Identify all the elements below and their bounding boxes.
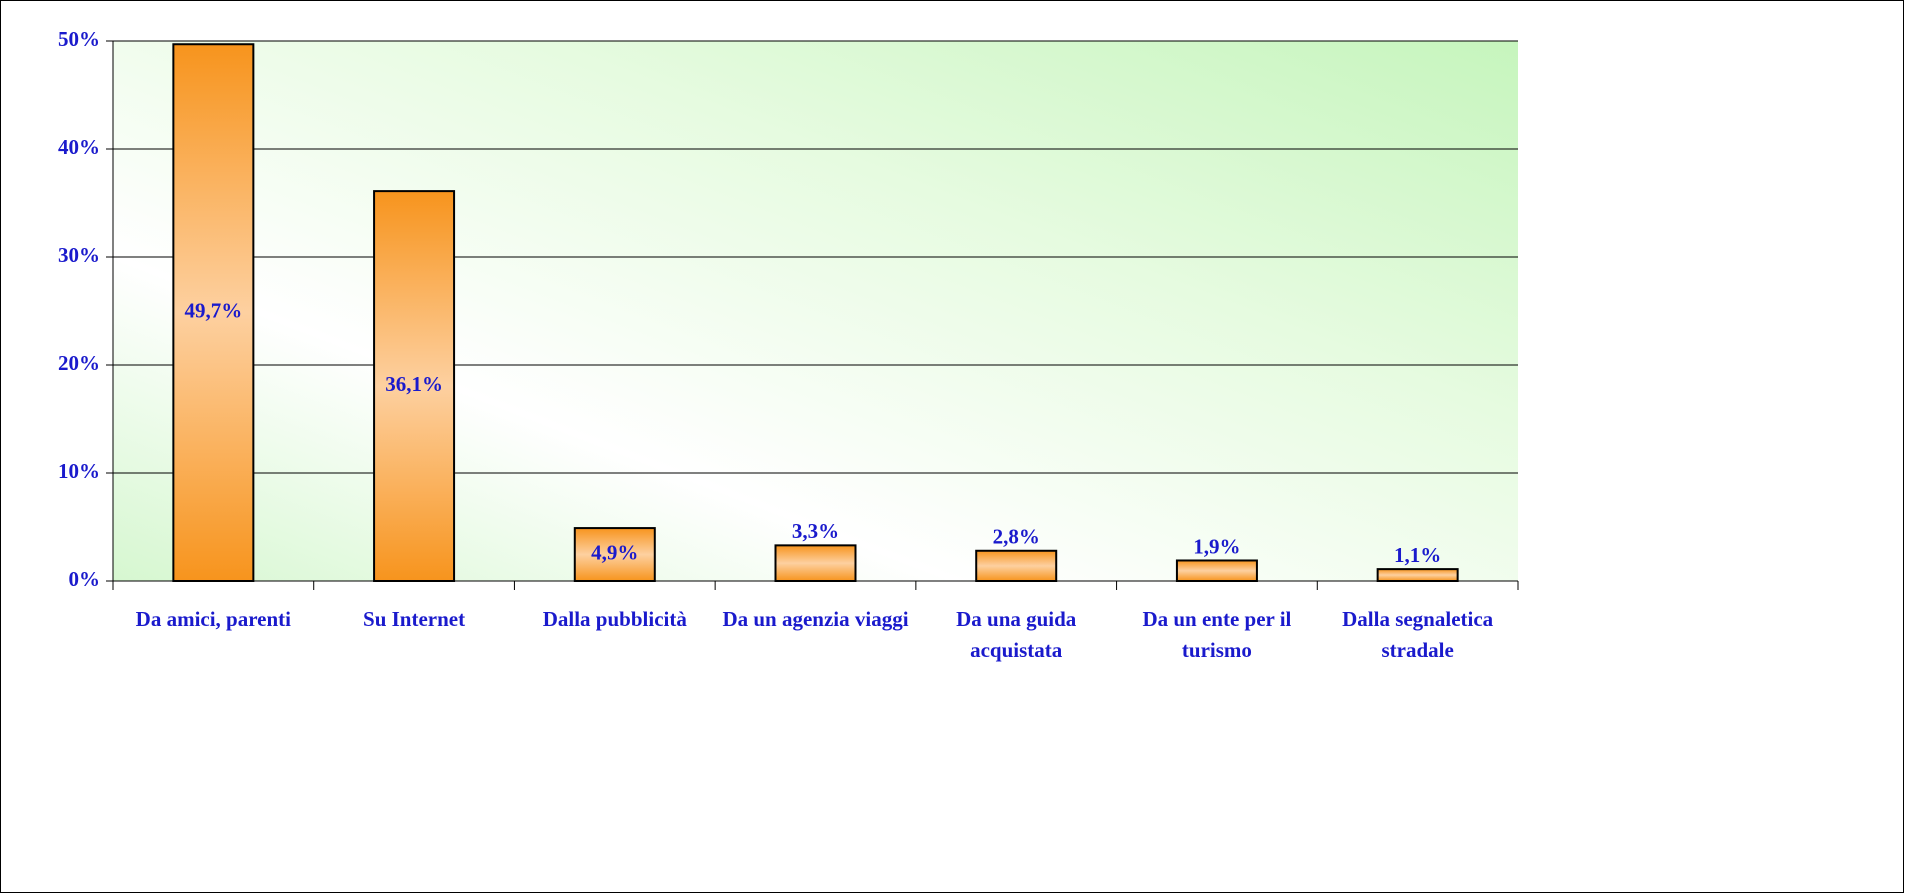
x-tick-label: Dalla pubblicità <box>542 607 687 631</box>
x-tick-label: Da una guida acquistata <box>956 607 1077 662</box>
bar <box>975 549 1058 583</box>
y-tick-label: 50% <box>58 27 100 51</box>
plot-area <box>113 41 1518 581</box>
bar <box>1175 559 1258 582</box>
y-tick-label: 0% <box>69 567 101 591</box>
data-label: 49,7% <box>184 298 242 322</box>
data-label: 2,8% <box>993 525 1040 549</box>
y-tick-label: 30% <box>58 243 100 267</box>
y-tick-label: 20% <box>58 351 100 375</box>
x-tick-label: Da un agenzia viaggi <box>722 607 909 631</box>
x-tick-label: Da amici, parenti <box>135 607 292 631</box>
x-tick-label: Da un ente per il turismo <box>1142 607 1292 662</box>
data-label: 36,1% <box>385 372 443 396</box>
bar <box>774 544 857 582</box>
data-label: 1,1% <box>1394 543 1441 567</box>
data-label: 3,3% <box>792 519 839 543</box>
y-tick-label: 40% <box>58 135 100 159</box>
y-tick-label: 10% <box>58 459 100 483</box>
data-label: 4,9% <box>591 540 638 564</box>
bar <box>573 527 656 583</box>
bar <box>373 190 456 582</box>
x-tick-label: Su Internet <box>363 607 466 631</box>
data-label: 1,9% <box>1193 534 1240 558</box>
bar <box>1376 568 1459 582</box>
bar <box>172 43 255 583</box>
x-tick-label: Dalla segnaletica stradale <box>1342 607 1494 662</box>
